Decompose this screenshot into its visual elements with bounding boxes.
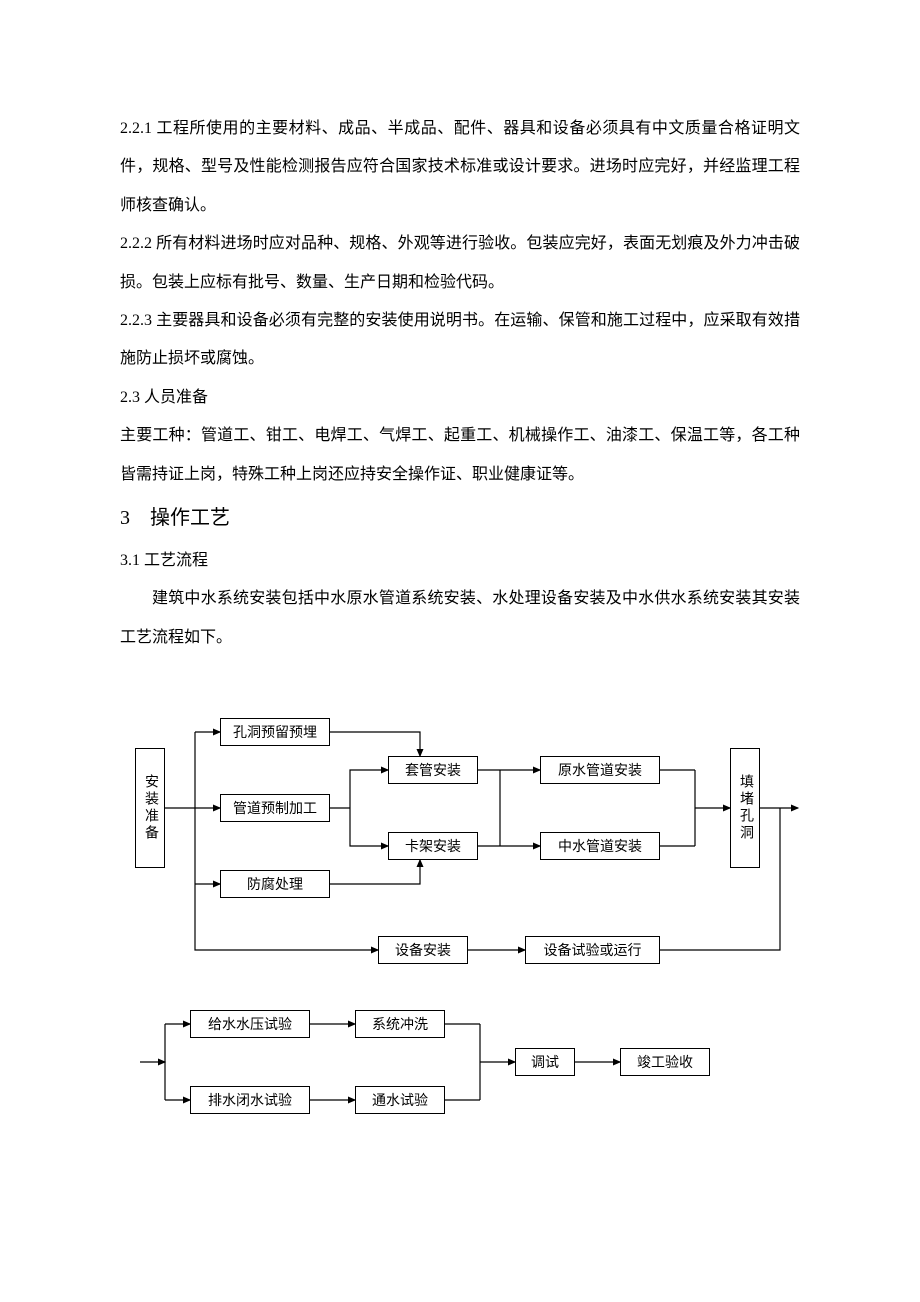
node-pipe-prefab: 管道预制加工 bbox=[220, 794, 330, 822]
flowchart-main: 安装准备 孔洞预留预埋 管道预制加工 防腐处理 套管安装 卡架安装 设备安装 原… bbox=[120, 708, 800, 978]
paragraph-31: 3.1 工艺流程 bbox=[120, 542, 800, 580]
paragraph-31-body: 建筑中水系统安装包括中水原水管道系统安装、水处理设备安装及中水供水系统安装其安装… bbox=[120, 580, 800, 657]
node-raw-pipe: 原水管道安装 bbox=[540, 756, 660, 784]
node-drain-seal-test: 排水闭水试验 bbox=[190, 1086, 310, 1114]
node-anticorrosion: 防腐处理 bbox=[220, 870, 330, 898]
node-fill-hole: 填堵孔洞 bbox=[730, 748, 760, 868]
node-mid-pipe: 中水管道安装 bbox=[540, 832, 660, 860]
paragraph-23-body: 主要工种：管道工、钳工、电焊工、气焊工、起重工、机械操作工、油漆工、保温工等，各… bbox=[120, 417, 800, 494]
node-equipment-install: 设备安装 bbox=[378, 936, 468, 964]
paragraph-23: 2.3 人员准备 bbox=[120, 379, 800, 417]
node-sleeve-install: 套管安装 bbox=[388, 756, 478, 784]
document-body: 2.2.1 工程所使用的主要材料、成品、半成品、配件、器具和设备必须具有中文质量… bbox=[0, 0, 920, 657]
flowchart-secondary: 给水水压试验 排水闭水试验 系统冲洗 通水试验 调试 竣工验收 bbox=[120, 1000, 800, 1140]
node-water-through-test: 通水试验 bbox=[355, 1086, 445, 1114]
node-equipment-test: 设备试验或运行 bbox=[525, 936, 660, 964]
node-system-flush: 系统冲洗 bbox=[355, 1010, 445, 1038]
node-water-pressure-test: 给水水压试验 bbox=[190, 1010, 310, 1038]
node-completion-acceptance: 竣工验收 bbox=[620, 1048, 710, 1076]
paragraph-223: 2.2.3 主要器具和设备必须有完整的安装使用说明书。在运输、保管和施工过程中，… bbox=[120, 302, 800, 379]
heading-3: 3 操作工艺 bbox=[120, 494, 800, 542]
paragraph-221: 2.2.1 工程所使用的主要材料、成品、半成品、配件、器具和设备必须具有中文质量… bbox=[120, 110, 800, 225]
node-debug: 调试 bbox=[515, 1048, 575, 1076]
node-install-prep: 安装准备 bbox=[135, 748, 165, 868]
node-clamp-install: 卡架安装 bbox=[388, 832, 478, 860]
paragraph-222: 2.2.2 所有材料进场时应对品种、规格、外观等进行验收。包装应完好，表面无划痕… bbox=[120, 225, 800, 302]
node-hole-reserve: 孔洞预留预埋 bbox=[220, 718, 330, 746]
